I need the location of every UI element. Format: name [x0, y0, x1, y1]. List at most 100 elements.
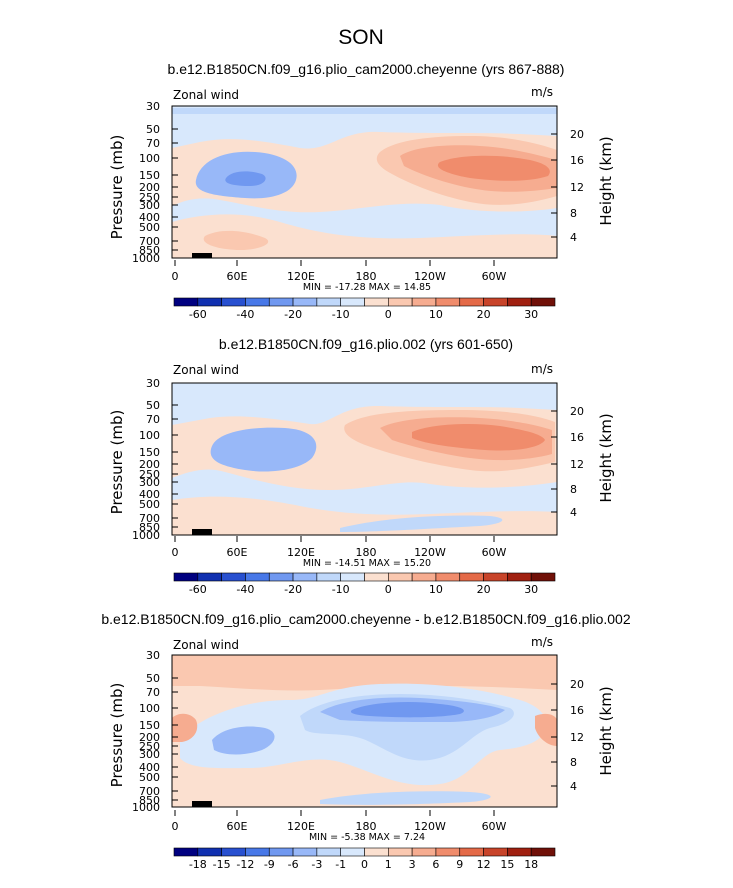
- panel-1-colorbar-label-20: 20: [477, 308, 491, 321]
- panel-1-height-tick-8: 8: [551, 207, 577, 220]
- svg-text:60W: 60W: [482, 270, 507, 283]
- svg-text:0: 0: [172, 820, 179, 833]
- svg-text:400: 400: [139, 488, 160, 501]
- panel-2-right-axis-label: Height (km): [597, 413, 615, 502]
- svg-text:120W: 120W: [414, 820, 446, 833]
- svg-text:8: 8: [570, 207, 577, 220]
- colorbar-swatch: [364, 847, 389, 857]
- colorbar-swatch: [388, 572, 413, 582]
- panel-1-contour-positive-surface: [203, 230, 269, 250]
- colorbar-swatch: [245, 572, 270, 582]
- panel-3-colorbar-label-9: 9: [456, 858, 463, 871]
- panel-2-height-tick-20: 20: [551, 405, 584, 418]
- panel-3: b.e12.B1850CN.f09_g16.plio_cam2000.cheye…: [101, 611, 631, 871]
- svg-text:50: 50: [146, 672, 160, 685]
- panel-2-lon-tick-120E: 120E: [287, 536, 315, 559]
- panel-2-right-axis: 20 16 12 8 4 Height (km): [551, 405, 615, 519]
- colorbar-swatch: [316, 572, 341, 582]
- panel-1-min-max: MIN = -17.28 MAX = 14.85: [303, 282, 431, 293]
- panel-3-contour-positive-top: [172, 655, 557, 691]
- svg-text:100: 100: [139, 702, 160, 715]
- panel-1-pressure-tick-400: 400: [139, 211, 178, 224]
- panel-1-height-tick-16: 16: [551, 154, 584, 167]
- svg-text:700: 700: [139, 785, 160, 798]
- colorbar-swatch: [340, 572, 365, 582]
- svg-text:120E: 120E: [287, 546, 315, 559]
- panel-1-lon-tick-180: 180: [356, 260, 377, 283]
- svg-text:30: 30: [146, 649, 160, 662]
- panel-2-pressure-tick-850: 850: [139, 521, 178, 534]
- panel-2-pressure-tick-250: 250: [139, 468, 178, 481]
- panel-2-height-tick-16: 16: [551, 431, 584, 444]
- svg-text:180: 180: [356, 820, 377, 833]
- panel-3-lon-tick-60E: 60E: [227, 810, 248, 833]
- panel-2-pressure-tick-1000: 1000: [132, 529, 178, 542]
- colorbar-swatch: [435, 572, 461, 582]
- svg-text:200: 200: [139, 181, 160, 194]
- svg-text:120E: 120E: [287, 820, 315, 833]
- svg-text:12: 12: [570, 458, 584, 471]
- panel-3-pressure-tick-400: 400: [139, 761, 178, 774]
- colorbar-swatch: [340, 297, 365, 307]
- svg-text:850: 850: [139, 521, 160, 534]
- panel-3-lon-axis: 0 60E 120E 180 120W 60W: [172, 810, 507, 833]
- panel-3-colorbar-label--12: -12: [236, 858, 254, 871]
- panel-2-pressure-tick-70: 70: [146, 413, 178, 426]
- panel-2-colorbar-label--60: -60: [189, 583, 207, 596]
- panel-3-colorbar: -18 -15 -12 -9 -6 -3 -1 0 1 3 6 9 12 15 …: [173, 847, 556, 871]
- svg-text:0: 0: [172, 270, 179, 283]
- svg-text:250: 250: [139, 191, 160, 204]
- panel-2-colorbar-label--40: -40: [236, 583, 254, 596]
- colorbar-swatch: [197, 847, 222, 857]
- svg-text:120E: 120E: [287, 270, 315, 283]
- svg-text:850: 850: [139, 794, 160, 807]
- panel-3-colorbar-label--18: -18: [189, 858, 207, 871]
- panel-2-colorbar-label-0: 0: [385, 583, 392, 596]
- panel-2-height-tick-8: 8: [551, 483, 577, 496]
- panel-2-units-label: m/s: [531, 362, 553, 376]
- panel-2-topography: [192, 529, 212, 535]
- panel-1-height-tick-4: 4: [551, 231, 577, 244]
- panel-3-height-tick-16: 16: [551, 704, 584, 717]
- season-title: SON: [338, 26, 384, 49]
- svg-text:8: 8: [570, 756, 577, 769]
- panel-3-colorbar-label--1: -1: [335, 858, 346, 871]
- colorbar-swatch: [459, 572, 484, 582]
- panel-1-contour-positive-lower: [172, 214, 557, 258]
- svg-text:120W: 120W: [414, 270, 446, 283]
- svg-text:500: 500: [139, 498, 160, 511]
- svg-text:300: 300: [139, 476, 160, 489]
- panel-1-height-tick-20: 20: [551, 128, 584, 141]
- panel-3-plot-area: [171, 654, 558, 808]
- colorbar-swatch: [388, 847, 413, 857]
- panel-3-left-axis-label: Pressure (mb): [108, 683, 126, 788]
- panel-3-colorbar-label-6: 6: [432, 858, 439, 871]
- panel-1-pressure-tick-700: 700: [139, 235, 178, 248]
- panel-1-colorbar-label-10: 10: [429, 308, 443, 321]
- panel-2-pressure-tick-30: 30: [146, 377, 178, 390]
- panel-2-pressure-tick-500: 500: [139, 498, 178, 511]
- panel-1-contour-negative-core: [225, 171, 266, 186]
- panel-1-colorbar-label--60: -60: [189, 308, 207, 321]
- panel-2-colorbar-label-20: 20: [477, 583, 491, 596]
- panel-2-pressure-tick-150: 150: [139, 446, 178, 459]
- svg-text:500: 500: [139, 221, 160, 234]
- panel-2-lon-tick-60W: 60W: [482, 536, 507, 559]
- svg-text:180: 180: [356, 270, 377, 283]
- panel-3-pressure-tick-50: 50: [146, 672, 178, 685]
- panel-2-pressure-tick-200: 200: [139, 458, 178, 471]
- colorbar-swatch: [316, 847, 341, 857]
- svg-text:50: 50: [146, 123, 160, 136]
- colorbar-swatch: [364, 297, 389, 307]
- panel-2-lon-tick-180: 180: [356, 536, 377, 559]
- panel-2-contour-negative: [210, 427, 317, 472]
- panel-1-contour-negative-patch: [172, 108, 557, 114]
- panel-1-plot-area: [171, 105, 558, 259]
- panel-2-lon-tick-60E: 60E: [227, 536, 248, 559]
- panel-3-lon-tick-180: 180: [356, 810, 377, 833]
- svg-text:60E: 60E: [227, 546, 248, 559]
- colorbar-swatch: [197, 297, 222, 307]
- panel-1-units-label: m/s: [531, 85, 553, 99]
- panel-2-pressure-tick-300: 300: [139, 476, 178, 489]
- svg-text:200: 200: [139, 458, 160, 471]
